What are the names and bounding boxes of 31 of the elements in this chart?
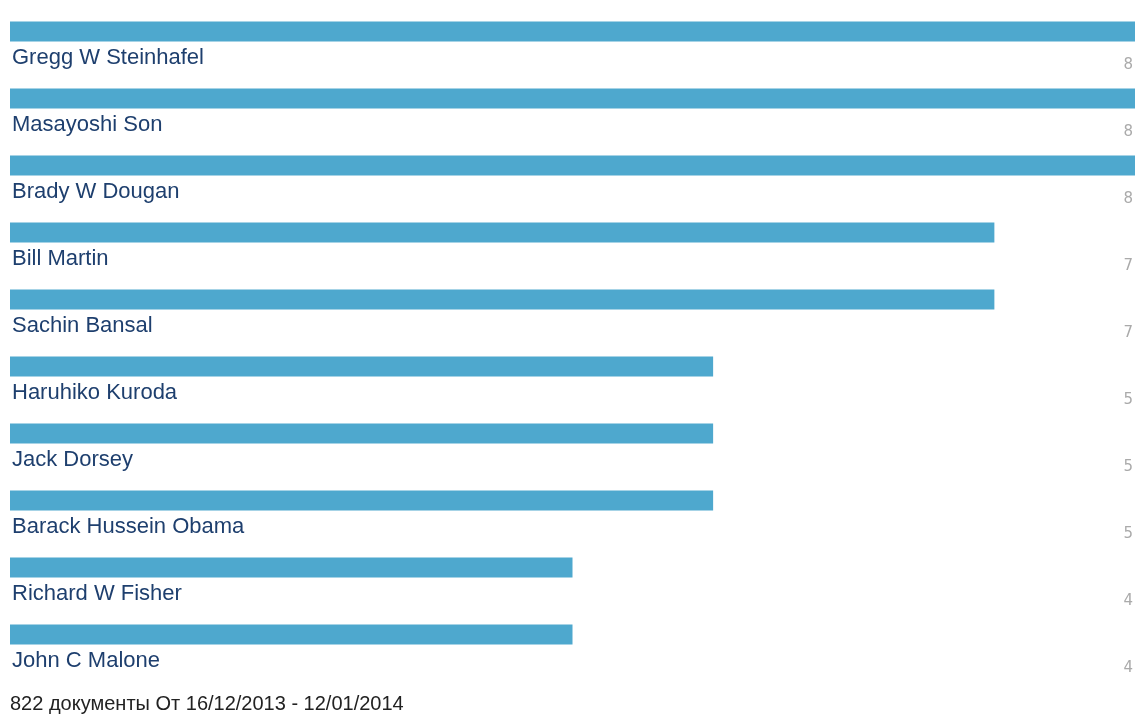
- bar: [10, 490, 714, 511]
- data-label: 7: [1123, 322, 1133, 341]
- bar: [10, 222, 995, 243]
- bar: [10, 624, 573, 645]
- y-tick-label: Sachin Bansal: [12, 311, 153, 337]
- bar: [10, 88, 1135, 109]
- data-label: 5: [1123, 456, 1133, 475]
- data-label: 8: [1123, 121, 1133, 140]
- y-tick-label: John C Malone: [12, 646, 160, 672]
- data-label: 4: [1123, 590, 1133, 609]
- annotation: 822 документы От 16/12/2013 - 12/01/2014: [10, 692, 404, 714]
- bar: [10, 557, 573, 578]
- bar: [10, 289, 995, 310]
- data-label: 8: [1123, 188, 1133, 207]
- data-label: 5: [1123, 389, 1133, 408]
- y-tick-label: Brady W Dougan: [12, 177, 180, 203]
- y-tick-label: Haruhiko Kuroda: [12, 378, 178, 404]
- y-tick-label: Jack Dorsey: [12, 445, 134, 471]
- data-label: 4: [1123, 657, 1133, 676]
- y-tick-label: Gregg W Steinhafel: [12, 43, 204, 69]
- data-label: 8: [1123, 54, 1133, 73]
- bar: [10, 155, 1135, 176]
- y-tick-label: Masayoshi Son: [12, 110, 163, 136]
- bar: [10, 356, 714, 377]
- bar: [10, 423, 714, 444]
- data-label: 7: [1123, 255, 1133, 274]
- y-tick-label: Barack Hussein Obama: [12, 512, 246, 538]
- data-label: 5: [1123, 523, 1133, 542]
- y-tick-label: Bill Martin: [12, 244, 109, 270]
- bar: [10, 21, 1135, 42]
- y-tick-label: Richard W Fisher: [12, 579, 182, 605]
